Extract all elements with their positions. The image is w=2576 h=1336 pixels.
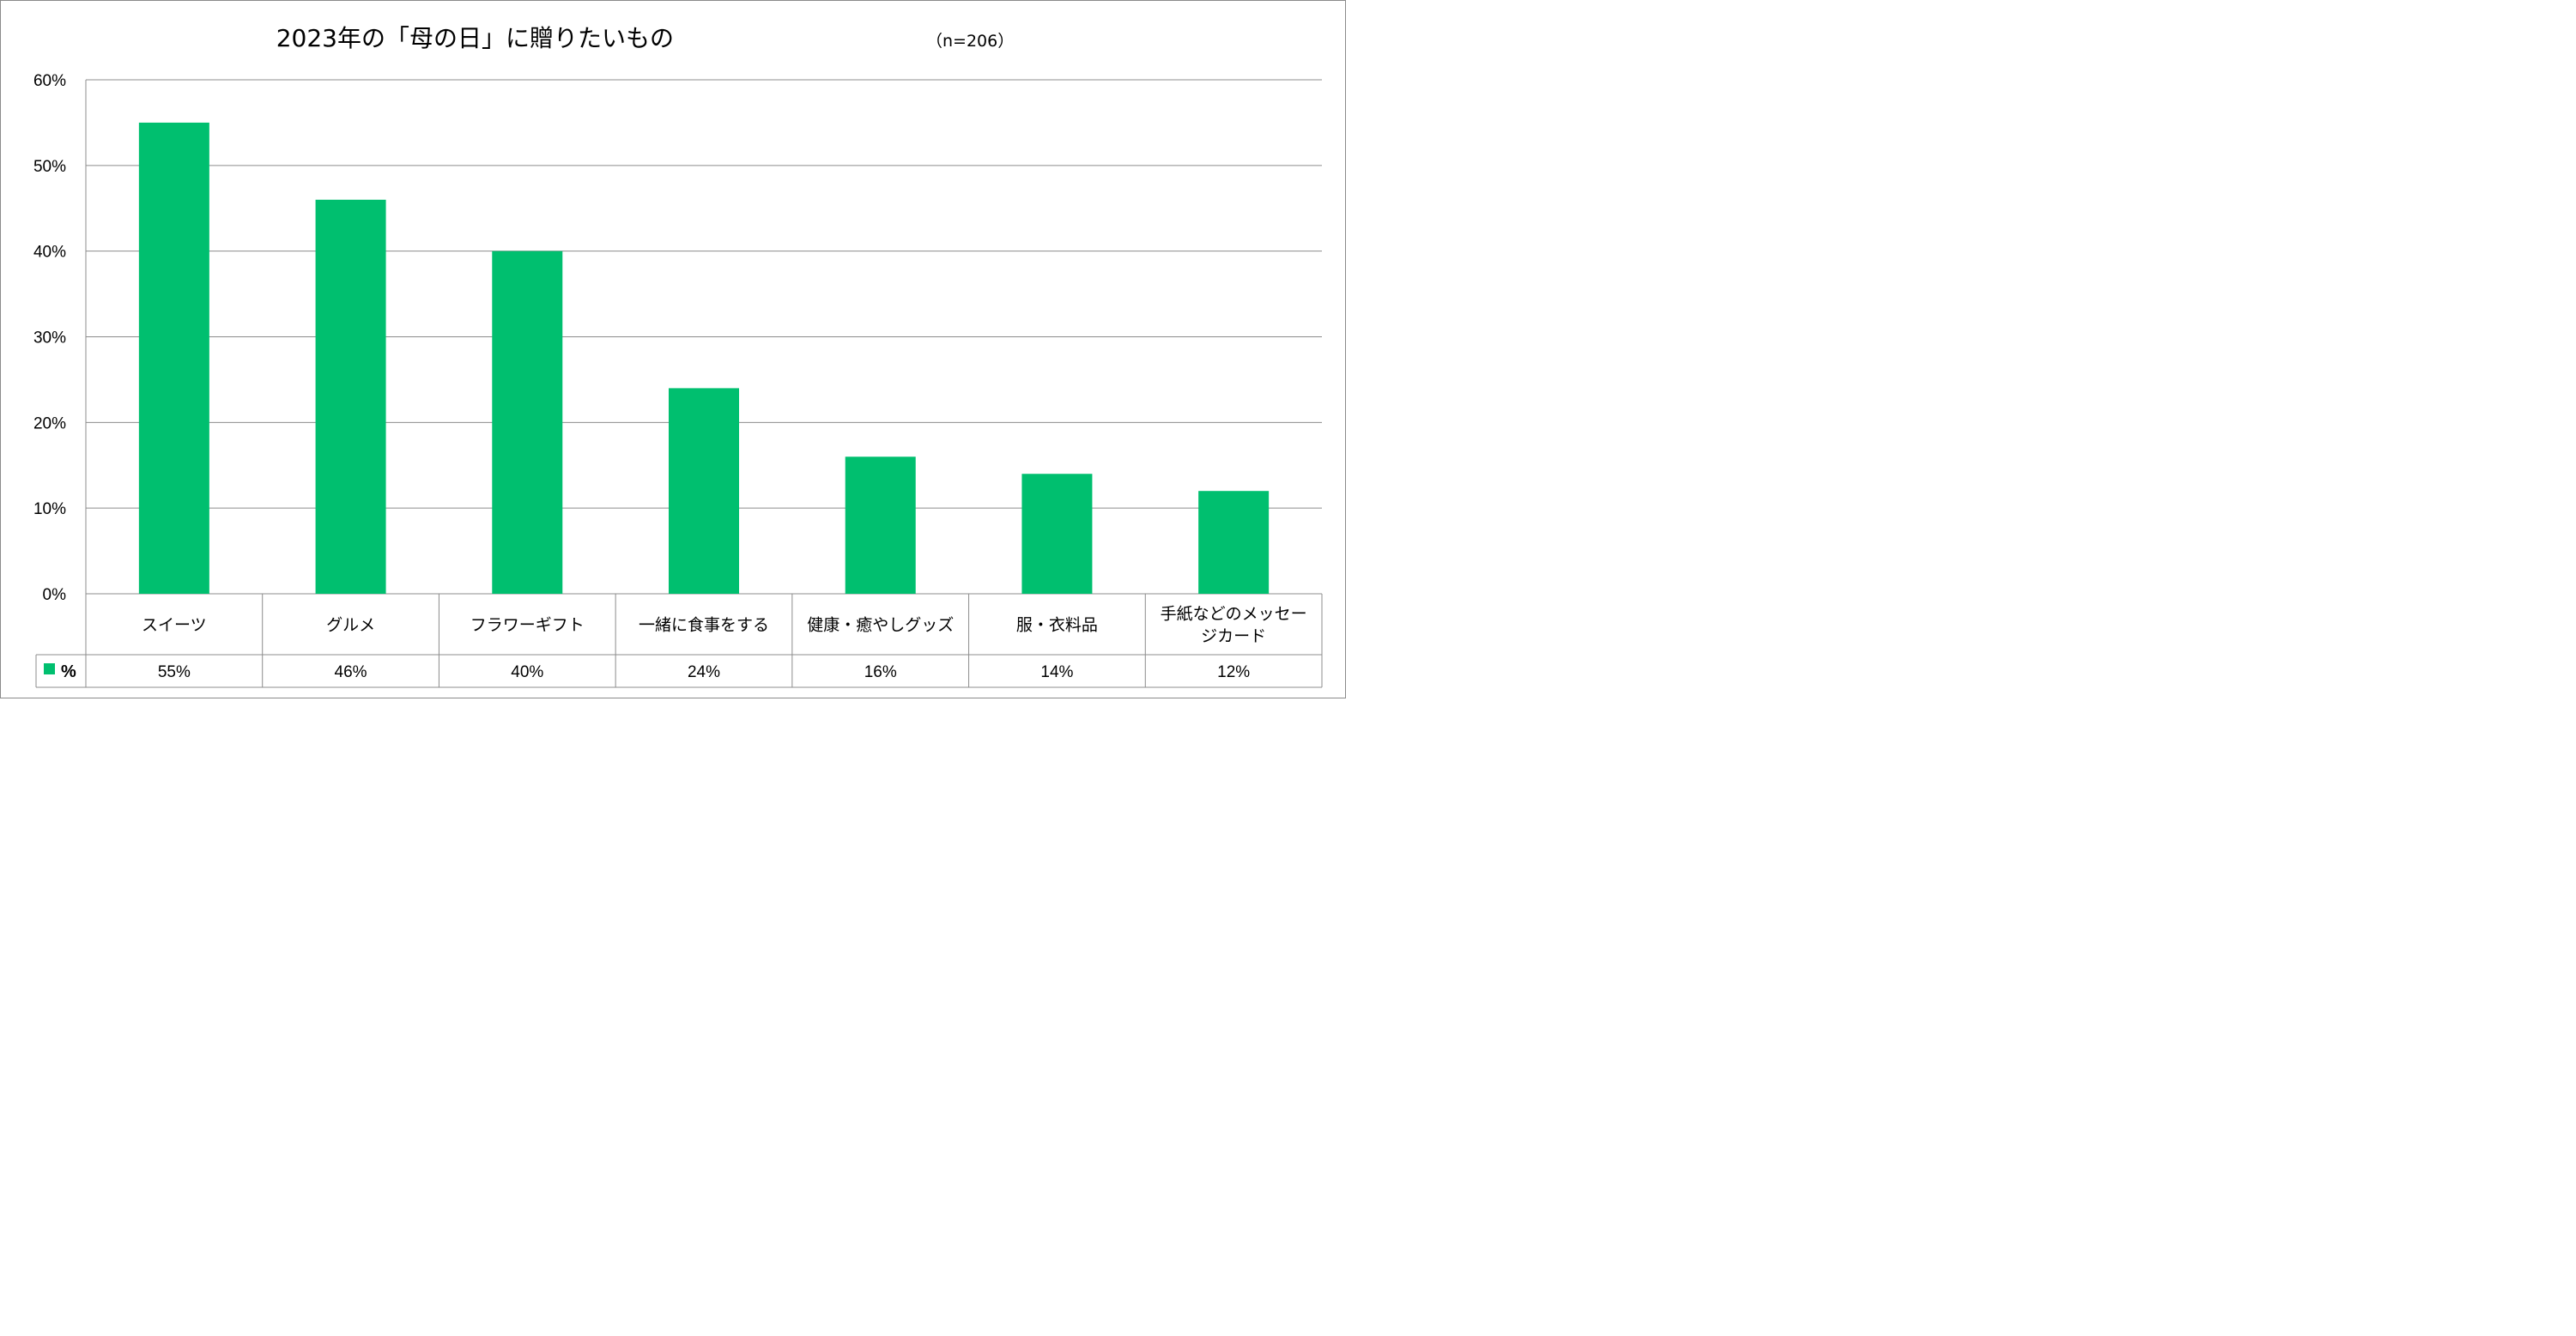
- value-label: 24%: [688, 663, 720, 681]
- bar: [139, 123, 209, 594]
- y-tick-label: 60%: [33, 72, 66, 90]
- bars: [139, 123, 1269, 594]
- category-label: 健康・癒やしグッズ: [807, 616, 954, 635]
- y-tick-label: 10%: [33, 500, 66, 518]
- value-label: 16%: [864, 663, 897, 681]
- value-label: 55%: [158, 663, 191, 681]
- value-label: 12%: [1217, 663, 1250, 681]
- legend-label: %: [61, 662, 76, 681]
- category-label: フラワーギフト: [470, 616, 585, 635]
- data-table: スイーツ グルメ フラワーギフト 一緒に食事をする 健康・癒やしグッズ 服・衣料品 手紙など…: [36, 594, 1322, 687]
- category-label: スイーツ: [142, 616, 207, 635]
- bar: [316, 200, 386, 594]
- chart-title: 2023年の「母の日」に贈りたいもの: [276, 24, 674, 52]
- category-label: 一緒に食事をする: [639, 616, 769, 635]
- category-label: 服・衣料品: [1016, 616, 1098, 635]
- bar-chart: 2023年の「母の日」に贈りたいもの （n=206） 0% 10% 20% 30% 40…: [1, 1, 1345, 698]
- y-tick-label: 30%: [33, 329, 66, 348]
- category-label: グルメ: [326, 616, 375, 635]
- chart-frame: 2023年の「母の日」に贈りたいもの （n=206） 0% 10% 20% 30% 40…: [0, 0, 1346, 698]
- legend-swatch: [44, 663, 55, 674]
- bar: [1021, 474, 1092, 594]
- bar: [1198, 491, 1269, 594]
- y-axis-ticks: 0% 10% 20% 30% 40% 50% 60%: [33, 72, 66, 604]
- chart-subtitle: （n=206）: [926, 32, 1014, 51]
- value-label: 14%: [1040, 663, 1073, 681]
- value-label: 40%: [511, 663, 543, 681]
- category-label: 手紙などのメッセージカード: [1161, 605, 1307, 646]
- y-tick-label: 20%: [33, 414, 66, 432]
- bar: [492, 251, 562, 594]
- y-tick-label: 40%: [33, 244, 66, 262]
- value-label: 46%: [335, 663, 367, 681]
- y-tick-label: 50%: [33, 158, 66, 176]
- bar: [846, 456, 916, 594]
- bar: [669, 388, 739, 594]
- y-tick-label: 0%: [43, 586, 67, 604]
